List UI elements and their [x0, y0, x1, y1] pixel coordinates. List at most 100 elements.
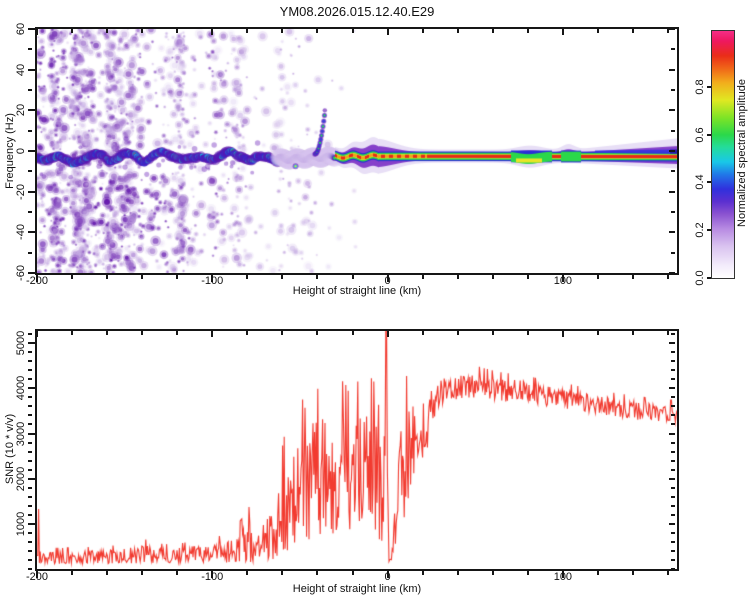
- snr-y-tick-label: 4000: [15, 376, 27, 401]
- y-tick: [671, 414, 675, 417]
- y-tick: [671, 468, 675, 471]
- y-tick: [28, 468, 32, 471]
- colorbar-tick: [707, 133, 711, 136]
- x-tick: [316, 29, 319, 33]
- x-tick: [386, 331, 389, 337]
- x-tick: [667, 29, 670, 33]
- x-tick: [596, 275, 599, 279]
- colorbar-label: Normalized spectral amplitude: [736, 79, 748, 227]
- x-tick: [246, 571, 249, 575]
- y-tick: [671, 504, 675, 507]
- x-tick: [421, 29, 424, 33]
- x-tick: [351, 331, 354, 335]
- x-tick: [491, 331, 494, 335]
- x-tick: [71, 571, 74, 575]
- x-tick: [211, 275, 214, 282]
- y-tick: [28, 231, 35, 234]
- y-tick: [671, 251, 675, 254]
- y-tick: [28, 441, 32, 444]
- x-tick: [281, 331, 284, 335]
- y-tick: [28, 360, 32, 363]
- x-tick: [71, 331, 74, 335]
- y-tick: [28, 405, 32, 408]
- x-tick: [141, 331, 144, 335]
- colorbar-tick-label: 0.2: [694, 222, 706, 238]
- x-tick: [176, 331, 179, 335]
- y-tick: [28, 28, 35, 30]
- y-tick: [28, 504, 32, 507]
- x-tick: [421, 331, 424, 335]
- y-tick: [28, 378, 32, 381]
- y-tick: [671, 459, 675, 462]
- y-tick: [28, 486, 32, 489]
- y-tick: [669, 68, 675, 71]
- spectrogram-x-tick-label: -100: [201, 275, 224, 287]
- x-tick: [421, 571, 424, 575]
- x-tick: [316, 331, 319, 335]
- colorbar-tick-label: 0.6: [694, 126, 706, 143]
- y-tick: [28, 568, 32, 570]
- y-tick: [671, 351, 675, 354]
- y-tick: [28, 387, 35, 390]
- x-tick: [667, 275, 670, 279]
- x-tick: [351, 275, 354, 279]
- x-tick: [596, 571, 599, 575]
- x-tick: [632, 331, 634, 335]
- y-tick: [28, 109, 35, 112]
- x-tick: [386, 275, 389, 282]
- x-tick: [632, 29, 634, 33]
- x-tick: [491, 275, 494, 279]
- x-tick: [211, 29, 214, 35]
- x-tick: [106, 275, 109, 279]
- x-tick: [176, 571, 179, 575]
- snr-x-tick-label: 0: [384, 571, 391, 583]
- y-tick: [671, 396, 675, 399]
- colorbar-tick-label: 0.0: [694, 270, 706, 286]
- x-tick: [71, 275, 74, 279]
- y-tick: [28, 68, 35, 71]
- y-tick: [669, 28, 675, 30]
- y-tick: [671, 405, 675, 408]
- x-tick: [456, 275, 459, 279]
- x-tick: [667, 331, 670, 335]
- x-tick: [596, 331, 599, 335]
- y-tick: [669, 272, 675, 274]
- x-tick: [106, 29, 109, 33]
- y-tick: [671, 495, 675, 498]
- snr-y-tick-label: 3000: [15, 421, 27, 446]
- x-tick: [351, 571, 354, 575]
- snr-x-tick-label: 100: [553, 571, 573, 583]
- x-tick: [176, 29, 179, 33]
- x-tick: [421, 275, 424, 279]
- x-tick: [456, 29, 459, 33]
- y-tick: [669, 387, 675, 390]
- x-tick: [176, 275, 179, 279]
- x-tick: [211, 571, 214, 578]
- spectrogram-y-tick-label: -20: [15, 183, 27, 200]
- y-tick: [28, 558, 32, 561]
- spectrogram-x-tick-label: 100: [553, 275, 573, 287]
- y-tick: [671, 333, 675, 336]
- x-tick: [246, 275, 249, 279]
- y-tick: [671, 369, 675, 372]
- y-tick: [671, 568, 675, 570]
- y-tick: [671, 450, 675, 453]
- x-tick: [106, 331, 109, 335]
- spectrogram-y-tick-label: 20: [15, 104, 27, 117]
- x-tick: [491, 29, 494, 33]
- x-tick: [632, 571, 634, 575]
- x-tick: [36, 275, 38, 282]
- y-tick: [28, 89, 32, 91]
- y-tick: [669, 522, 675, 525]
- y-tick: [671, 129, 675, 132]
- x-tick: [36, 331, 38, 337]
- spectrogram-y-tick-label: 40: [15, 63, 27, 76]
- x-tick: [667, 571, 670, 575]
- spectrogram-y-tick-label: -40: [15, 224, 27, 241]
- figure-title: YM08.2026.015.12.40.E29: [279, 4, 435, 19]
- x-tick: [526, 331, 529, 335]
- y-tick: [28, 549, 32, 552]
- x-tick: [141, 275, 144, 279]
- y-tick: [28, 432, 35, 435]
